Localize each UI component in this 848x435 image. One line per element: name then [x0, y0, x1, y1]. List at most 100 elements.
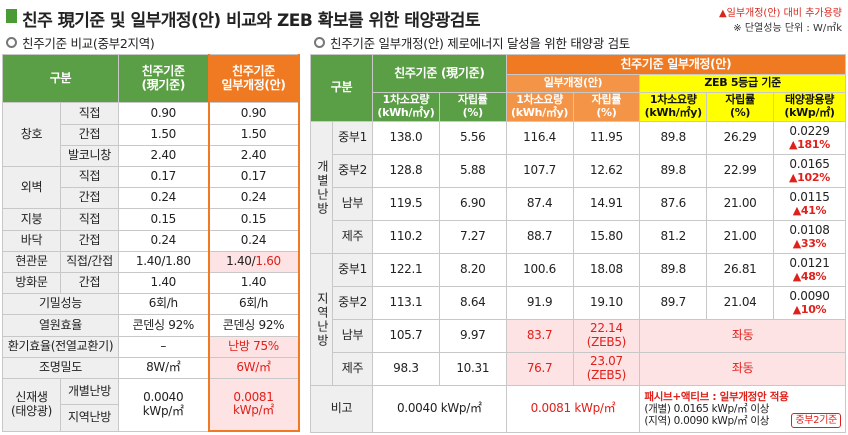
unit-note: ※ 단열성능 단위 : W/㎡k — [733, 23, 842, 34]
table-row: 신재생 (태양광) 개별난방 0.0040 kWp/㎡ 0.0081 kWp/㎡ — [2, 377, 300, 432]
table-cell: 바닥 — [2, 229, 61, 252]
table-cell: 0.24 — [207, 229, 300, 252]
table-row: 개별난방 중부1 138.0 5.56 116.4 11.95 89.8 26.29 0.022… — [310, 121, 847, 254]
table-row: 남부 119.5 6.90 87.4 14.91 87.6 21.00 0.0115 ▲41% — [311, 187, 847, 221]
table-cell: 1차소요량 (kWh/㎡y) — [505, 92, 574, 122]
table-row: 일부개정(안) ZEB 5등급 기준 — [311, 74, 846, 93]
pv-value: 0.0090 — [789, 288, 830, 303]
table-cell: 친주기준 일부개정(안) — [207, 53, 300, 104]
table-cell: 5.56 — [438, 121, 507, 155]
table-cell: 21.00 — [706, 220, 774, 254]
table-cell: 89.8 — [639, 121, 708, 155]
table-row: 비고 0.0040 kWp/㎡ 0.0081 kWp/㎡ 패시브+액티브 : 일부개정… — [309, 385, 846, 433]
table-cell: 116.4 — [505, 121, 574, 155]
table-row: 기밀성능 6회/h 6회/h — [1, 293, 300, 316]
table-row: 구분 친주기준 (現기준) 친주기준 일부개정(안) — [309, 54, 847, 122]
table-cell: 89.8 — [639, 154, 708, 188]
pv-value: 0.0121 — [789, 255, 830, 270]
table-cell: 개별난방 — [310, 121, 333, 254]
table-cell: 12.62 — [572, 154, 641, 188]
table-cell: 콘덴싱 92% — [118, 314, 210, 337]
table-cell: 기밀성능 — [1, 293, 120, 316]
table-cell: 지역난방 — [59, 404, 120, 432]
table-row: 간접 0.24 0.24 — [3, 187, 300, 210]
table-cell: 98.3 — [372, 352, 440, 386]
table-cell: 직접 — [59, 165, 120, 189]
table-row: 외벽 직접 0.17 0.17 — [2, 165, 300, 210]
table-cell: 5.88 — [438, 154, 507, 188]
table-cell: 간접 — [59, 271, 120, 295]
table-cell: 15.80 — [572, 220, 641, 254]
table-cell: 지역난방 — [310, 253, 333, 386]
table-cell: 21.00 — [706, 187, 774, 221]
pv-added: ▲33% — [792, 236, 827, 250]
pv-added: ▲102% — [789, 170, 830, 184]
legend-note: ▲일부개정(안) 대비 추가용량 — [718, 8, 842, 19]
table-cell: 중부1 — [331, 121, 374, 155]
table-cell: 1차소요량 (kWh/㎡y) — [639, 92, 708, 122]
table-cell: 일부개정(안) — [505, 74, 641, 93]
table-cell: 18.08 — [572, 253, 641, 287]
table-cell: 지붕 — [2, 208, 61, 231]
table-row: 지붕 직접 0.15 0.15 — [2, 208, 300, 231]
table-cell: 0.0090 ▲10% — [772, 286, 847, 320]
table-cell: 1.40/1.60 — [207, 250, 300, 273]
table-cell: 현관문 — [2, 250, 61, 273]
table-cell: 0.0115 ▲41% — [772, 187, 847, 221]
table-cell: 9.97 — [438, 319, 507, 353]
table-row: 창호 직접 0.90 0.90 — [2, 102, 300, 167]
table-cell: 10.31 — [438, 352, 507, 386]
table-cell: 패시브+액티브 : 일부개정안 적용 (개별) 0.0165 kWp/㎡ 이상 (지… — [639, 385, 846, 433]
table-cell: 76.7 — [505, 352, 574, 386]
table-cell: 89.7 — [639, 286, 708, 320]
table-cell: 87.4 — [505, 187, 574, 221]
pv-added: ▲41% — [792, 203, 827, 217]
table-cell: 22.99 — [706, 154, 774, 188]
table-cell: 방화문 — [2, 271, 61, 295]
table-row: 중부2 113.1 8.64 91.9 19.10 89.7 21.04 0.0090 ▲10% — [311, 286, 847, 320]
table-cell: 81.2 — [639, 220, 708, 254]
pv-added: ▲10% — [792, 302, 827, 316]
table-cell: 87.6 — [639, 187, 708, 221]
table-cell: 간접 — [59, 229, 120, 252]
table-cell: 88.7 — [505, 220, 574, 254]
table-cell: 0.0081 kWp/㎡ — [207, 377, 300, 432]
table-row: 구분 친주기준 (現기준) 친주기준 일부개정(안) — [1, 53, 300, 104]
table-cell: 26.29 — [706, 121, 774, 155]
table-cell: 26.81 — [706, 253, 774, 287]
table-row: 방화문 간접 1.40 1.40 — [2, 271, 300, 295]
pv-value: 0.0165 — [789, 156, 830, 171]
table-cell: 좌동 — [639, 352, 846, 386]
table-cell: 1.40 — [207, 271, 300, 295]
footer-note: (개별) 0.0165 kWp/㎡ 이상 — [644, 402, 770, 415]
table-cell: 0.0108 ▲33% — [772, 220, 847, 254]
table-cell: 콘덴싱 92% — [207, 314, 300, 337]
pv-value: 0.0115 — [789, 189, 830, 204]
table-cell: 6.90 — [438, 187, 507, 221]
table-cell: 자립률 (%) — [706, 92, 774, 122]
table-cell: 제주 — [331, 352, 374, 386]
pv-value: 0.0229 — [789, 123, 830, 138]
table-row: 지역난방 중부1 122.1 8.20 100.6 18.08 89.8 26.81 0.012… — [310, 253, 847, 386]
table-cell: 0.90 — [118, 102, 210, 125]
table-cell: 14.91 — [572, 187, 641, 221]
table-cell: 22.14 (ZEB5) — [572, 319, 641, 353]
right-table: 구분 친주기준 (現기준) 친주기준 일부개정(안) 일부개정(안) ZEB 5등급 기… — [309, 54, 847, 433]
left-table: 구분 친주기준 (現기준) 친주기준 일부개정(안) 창호 직접 0.90 0.90 간접 1.… — [1, 53, 300, 432]
table-cell: 2.40 — [118, 144, 210, 168]
pv-added: ▲181% — [789, 137, 830, 151]
table-cell: 개별난방 — [59, 377, 120, 406]
table-cell: ZEB 5등급 기준 — [639, 74, 846, 93]
table-cell: 1차소요량 (kWh/㎡y) — [372, 92, 440, 122]
table-cell: 138.0 — [372, 121, 440, 155]
table-cell: 난방 75% — [207, 335, 300, 358]
table-cell: 105.7 — [372, 319, 440, 353]
table-cell: – — [118, 335, 210, 358]
table-cell: 발코니창 — [59, 144, 120, 168]
table-cell: 창호 — [2, 102, 61, 167]
table-cell: 중부1 — [331, 253, 374, 287]
table-cell: 83.7 — [505, 319, 574, 353]
title: 친주 現기준 및 일부개정(안) 비교와 ZEB 확보를 위한 태양광검토 — [22, 11, 481, 31]
footer-note: (지역) 0.0090 kWp/㎡ 이상 — [644, 415, 770, 428]
table-cell: 107.7 — [505, 154, 574, 188]
